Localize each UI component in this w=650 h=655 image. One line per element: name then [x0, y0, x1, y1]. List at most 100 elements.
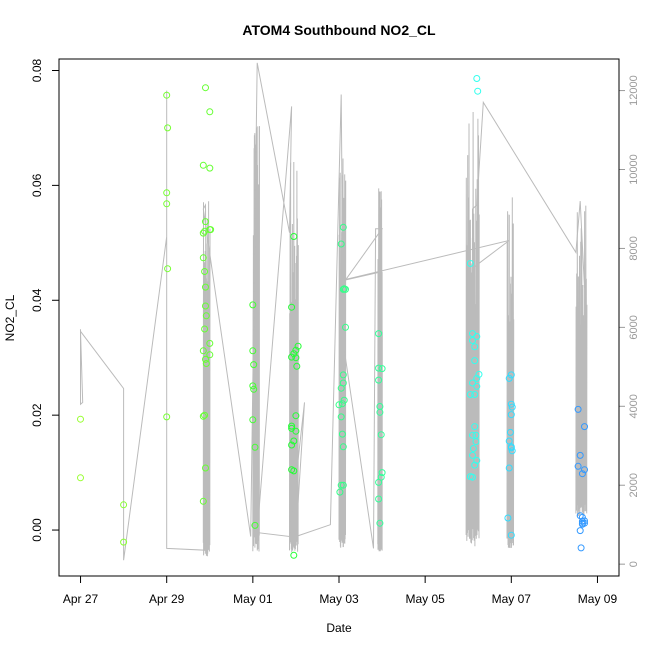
data-point	[471, 423, 479, 431]
series-group	[120, 501, 128, 546]
data-point	[292, 412, 300, 420]
y-tick-label: 0.02	[30, 403, 44, 427]
data-point	[375, 330, 383, 338]
data-point	[336, 488, 344, 496]
data-point	[251, 521, 259, 529]
series-group	[574, 405, 588, 552]
y-tick-label: 0.06	[30, 173, 44, 197]
data-point	[163, 413, 171, 421]
y2-tick-label: 12000	[628, 75, 640, 106]
data-point	[339, 481, 347, 489]
data-point	[290, 437, 298, 445]
data-point	[163, 200, 171, 208]
data-point	[290, 233, 298, 240]
data-point	[375, 495, 383, 503]
data-point	[507, 411, 515, 419]
data-point	[337, 384, 345, 392]
data-point	[507, 444, 515, 452]
data-point	[199, 229, 207, 237]
data-point	[471, 391, 479, 398]
data-point	[375, 364, 383, 372]
data-point	[469, 379, 476, 387]
data-point	[163, 189, 171, 197]
data-point	[504, 514, 512, 522]
data-point	[292, 354, 300, 362]
y2-tick-label: 4000	[628, 394, 640, 418]
data-point	[206, 108, 214, 116]
data-point	[576, 527, 584, 535]
data-point	[292, 346, 300, 354]
data-point	[288, 353, 296, 361]
series-group	[466, 75, 483, 481]
data-point	[474, 87, 482, 95]
data-point	[251, 443, 259, 451]
plot-frame	[58, 58, 620, 577]
data-point	[473, 75, 481, 82]
data-point	[340, 396, 348, 404]
data-point	[202, 302, 209, 310]
y-tick-label: 0.04	[30, 288, 44, 312]
data-point	[202, 84, 209, 92]
data-point	[473, 333, 481, 340]
data-point	[202, 218, 209, 226]
series-group	[163, 91, 172, 421]
data-point	[337, 481, 345, 489]
data-point	[507, 531, 515, 539]
data-point	[377, 431, 385, 439]
data-point	[293, 362, 301, 370]
data-point	[337, 413, 345, 421]
data-point	[199, 497, 207, 505]
y2-tick-label: 0	[628, 561, 640, 567]
data-point	[202, 464, 209, 472]
data-point	[335, 401, 343, 409]
data-point	[288, 441, 296, 449]
data-point	[469, 337, 476, 344]
data-point	[375, 478, 383, 486]
data-point	[250, 361, 258, 369]
secondary-line-burst	[575, 205, 588, 517]
data-point	[201, 268, 209, 275]
x-axis-label: Date	[326, 621, 352, 635]
data-point	[250, 385, 258, 393]
x-tick-label: May 07	[492, 592, 532, 606]
data-point	[120, 538, 128, 546]
data-point	[469, 451, 476, 459]
data-point	[290, 467, 298, 475]
data-point	[469, 431, 476, 439]
y-axis-label: NO2_CL	[3, 294, 17, 341]
data-point	[469, 445, 477, 452]
data-point	[577, 544, 585, 552]
secondary-line-burst	[465, 111, 480, 547]
x-tick-label: Apr 27	[63, 592, 99, 606]
data-point	[201, 325, 209, 333]
data-point	[338, 430, 346, 438]
series-group	[288, 233, 302, 559]
data-point	[376, 408, 384, 416]
series-group	[375, 330, 386, 527]
series-group	[504, 371, 516, 539]
data-point	[506, 428, 514, 436]
data-point	[120, 501, 128, 509]
series-group	[249, 301, 259, 529]
data-point	[249, 416, 257, 424]
data-point	[375, 376, 383, 384]
data-point	[507, 400, 515, 408]
data-point	[466, 260, 474, 267]
secondary-line-path	[79, 62, 585, 561]
data-point	[376, 519, 384, 527]
data-point	[199, 254, 207, 262]
data-point	[340, 285, 348, 293]
data-point	[378, 469, 386, 477]
data-point	[77, 474, 84, 482]
y2-tick-label: 2000	[628, 473, 640, 497]
data-point	[581, 423, 588, 431]
data-point	[199, 161, 207, 169]
y-tick-label: 0.00	[30, 518, 44, 542]
secondary-line-burst	[252, 126, 260, 552]
data-point	[508, 403, 516, 411]
data-point	[199, 412, 207, 420]
data-point	[505, 374, 513, 382]
data-point	[249, 382, 257, 390]
data-point	[471, 343, 479, 351]
